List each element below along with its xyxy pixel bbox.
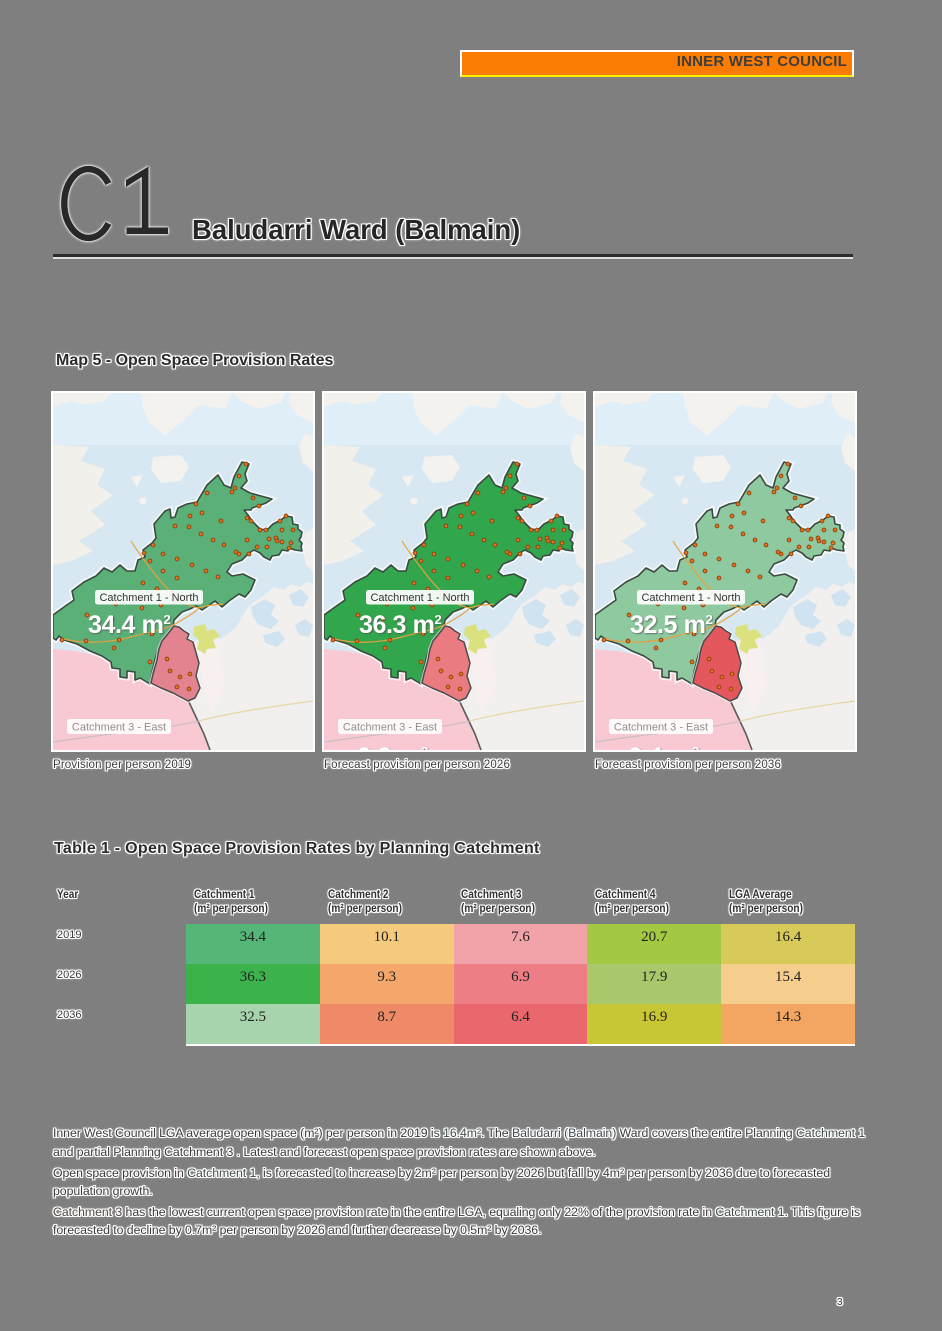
svg-text:6.9 m2: 6.9 m2 xyxy=(357,743,428,750)
svg-text:32.5 m2: 32.5 m2 xyxy=(630,611,712,639)
svg-text:6.4 m2: 6.4 m2 xyxy=(628,743,699,750)
svg-text:36.3 m2: 36.3 m2 xyxy=(359,611,441,639)
svg-text:34.4 m2: 34.4 m2 xyxy=(88,611,170,639)
